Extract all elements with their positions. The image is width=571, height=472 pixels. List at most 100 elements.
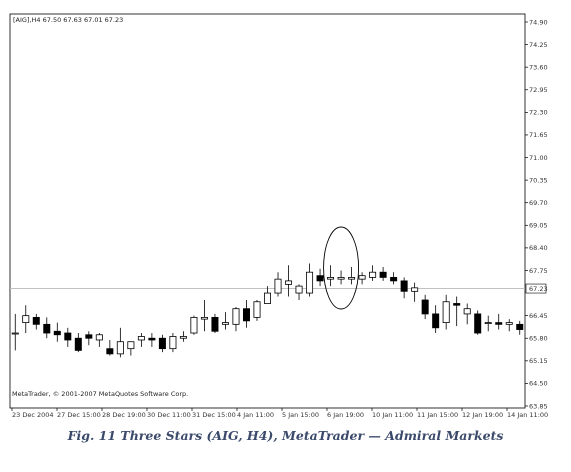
y-tick-label: 65.15: [529, 357, 548, 365]
candle: [95, 333, 103, 347]
current-price-box: [525, 283, 547, 294]
candle: [169, 333, 177, 353]
x-axis: 23 Dec 2004 27 Dec 15:00 28 Dec 19:00 30 De…: [11, 408, 548, 419]
bullish-candle-body: [22, 315, 30, 323]
chart-header: [AIG],H4 67.50 67.63 67.01 67.23: [13, 16, 123, 24]
candle: [43, 317, 51, 339]
candle: [442, 294, 450, 330]
bullish-candle-body: [179, 336, 187, 339]
y-tick-label: 69.05: [529, 222, 548, 230]
y-tick-label: 66.45: [529, 312, 548, 320]
y-tick-label: 74.25: [529, 41, 548, 49]
bullish-candle-body: [169, 336, 177, 350]
y-tick-label: 67.75: [529, 267, 548, 275]
candlestick-chart: 74.90 74.25 73.60 72.95 72.30 71.65 71.00 70.35…: [9, 13, 548, 419]
candle: [232, 306, 240, 332]
bearish-candle-body: [495, 322, 503, 325]
bullish-candle-body: [200, 316, 208, 320]
bearish-candle-body: [148, 337, 156, 341]
x-tick-label: 30 Dec 11:00: [147, 411, 191, 419]
bullish-candle-body: [337, 277, 345, 280]
y-tick-label: 72.95: [529, 86, 548, 94]
bearish-candle-body: [85, 334, 93, 339]
candle: [274, 272, 282, 297]
bullish-candle-body: [295, 285, 303, 294]
bearish-candle-body: [400, 280, 408, 292]
bullish-candle-body: [411, 287, 419, 292]
y-tick-label: 68.40: [529, 244, 548, 252]
bearish-candle-body: [43, 323, 51, 334]
highlight-ellipse: [323, 226, 360, 310]
candle: [379, 266, 387, 281]
candle: [432, 305, 440, 334]
bearish-candle-body: [158, 337, 166, 350]
bullish-candle-body: [253, 301, 261, 318]
candle: [74, 333, 82, 353]
bearish-candle-body: [421, 299, 429, 315]
bearish-candle-body: [106, 348, 114, 355]
y-tick-label: 74.90: [529, 18, 548, 26]
bullish-candle-body: [95, 334, 103, 341]
bullish-candle-body: [505, 322, 513, 325]
bullish-candle-body: [137, 336, 145, 341]
candle: [211, 313, 219, 334]
bullish-candle-body: [358, 275, 366, 280]
three-stars-ellipse: [323, 226, 360, 310]
bearish-candle-body: [432, 313, 440, 329]
candle: [316, 268, 324, 287]
x-tick-label: 12 Jan 19:00: [462, 411, 503, 419]
bearish-candle-body: [316, 275, 324, 282]
bullish-candle-body: [127, 341, 135, 350]
candles-group: [11, 263, 524, 358]
bearish-candle-body: [53, 330, 61, 336]
candle: [453, 296, 461, 327]
y-tick-label: 72.30: [529, 109, 548, 117]
candle: [263, 286, 271, 304]
plot-frame: [9, 13, 526, 409]
y-tick-label: 65.80: [529, 335, 548, 343]
bearish-candle-body: [242, 308, 250, 322]
candle: [137, 333, 145, 347]
candle: [295, 284, 303, 301]
x-tick-label: 6 Jan 19:00: [327, 411, 364, 419]
candle: [390, 272, 398, 285]
bullish-candle-body: [263, 292, 271, 304]
bullish-candle-body: [442, 301, 450, 323]
x-tick-label: 31 Dec 15:00: [192, 411, 236, 419]
bullish-candle-body: [327, 277, 335, 280]
candle: [22, 305, 30, 334]
y-tick-label: 63.85: [529, 402, 548, 410]
y-tick-label: 73.60: [529, 63, 548, 71]
candle: [495, 313, 503, 330]
y-tick-label: 70.35: [529, 176, 548, 184]
candle: [505, 319, 513, 332]
candle: [106, 339, 114, 356]
bullish-candle-body: [285, 280, 293, 285]
bullish-candle-body: [11, 332, 19, 335]
y-tick-label: 71.65: [529, 131, 548, 139]
x-tick-label: 11 Jan 15:00: [417, 411, 458, 419]
candle: [516, 320, 524, 335]
bearish-candle-body: [379, 271, 387, 278]
candle: [337, 270, 345, 285]
candle: [253, 300, 261, 321]
figure-caption: Fig. 11 Three Stars (AIG, H4), MetaTrade…: [67, 428, 504, 443]
y-tick-label: 71.00: [529, 154, 548, 162]
bearish-candle-body: [64, 332, 72, 341]
x-tick-label: 4 Jan 11:00: [237, 411, 274, 419]
bullish-candle-body: [274, 278, 282, 294]
x-tick-label: 27 Dec 15:00: [57, 411, 101, 419]
candle: [306, 263, 314, 297]
y-tick-label: 64.50: [529, 380, 548, 388]
y-tick-label: 69.70: [529, 199, 548, 207]
candle: [421, 294, 429, 320]
candle: [463, 303, 471, 325]
candle: [474, 310, 482, 335]
candle: [158, 334, 166, 353]
candle: [127, 341, 135, 356]
x-tick-label: 5 Jan 15:00: [282, 411, 319, 419]
bearish-candle-body: [474, 313, 482, 334]
candle: [369, 265, 377, 281]
candle: [53, 322, 61, 342]
bullish-candle-body: [190, 316, 198, 334]
